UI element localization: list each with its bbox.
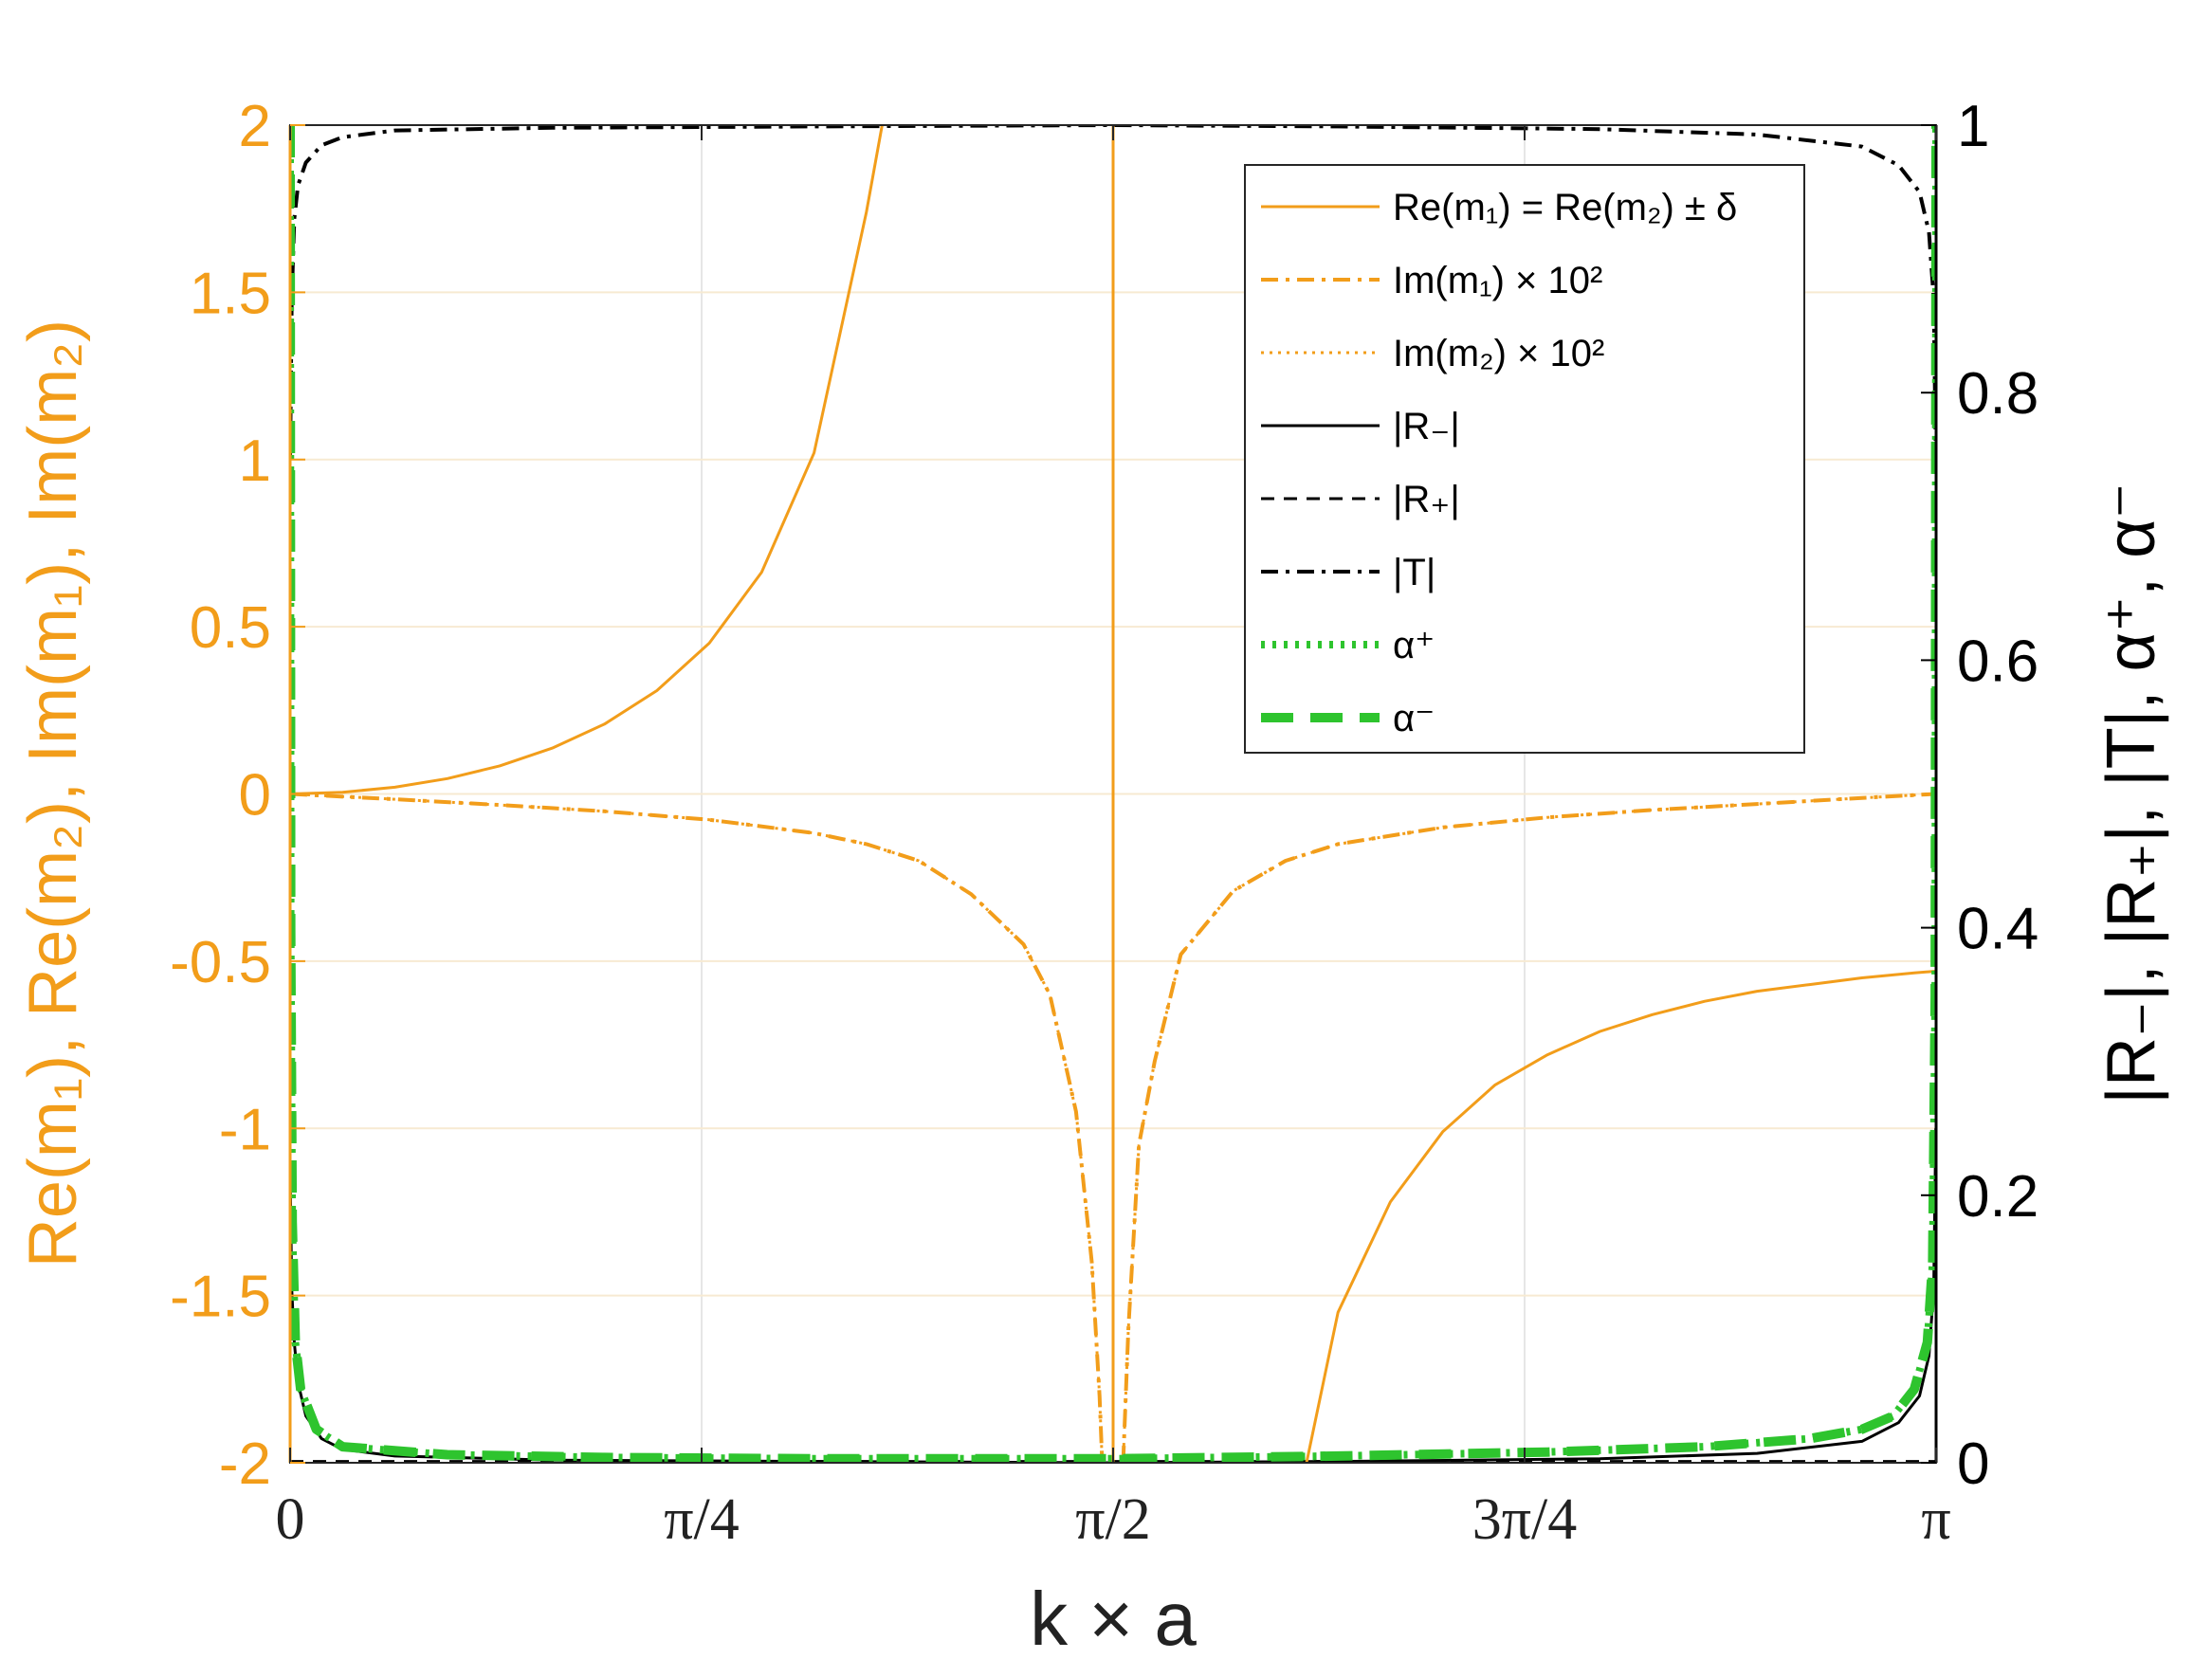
legend: Re(m₁) = Re(m₂) ± δ Im(m₁) × 10² Im(m₂) × … <box>1244 164 1805 754</box>
x-axis-label: k × a <box>1030 1577 1197 1659</box>
y-tick-label-left: -2 <box>219 1431 271 1497</box>
series-line <box>290 125 1936 1463</box>
y-tick-label-right: 0.8 <box>1957 361 2038 427</box>
legend-label: Im(m₁) × 10² <box>1393 260 1602 301</box>
y-tick-label-left: -1 <box>219 1097 271 1162</box>
legend-label: |R₋| <box>1393 406 1460 447</box>
series-line <box>1305 970 1936 1463</box>
legend-label: α⁻ <box>1393 698 1435 739</box>
y-axis-label-right: |R₋|, |R₊|, |T|, α⁺, α⁻ <box>2093 483 2169 1104</box>
y-tick-label-right: 1 <box>1957 94 1989 159</box>
series-line <box>290 125 1936 460</box>
y-tick-label-left: -1.5 <box>170 1265 271 1330</box>
y-tick-label-left: 0.5 <box>190 595 271 661</box>
y-tick-label-right: 0.6 <box>1957 629 2038 694</box>
x-tick-label: 0 <box>276 1487 305 1552</box>
y-tick-label-right: 0 <box>1957 1431 1989 1497</box>
legend-label: |R₊| <box>1393 479 1460 520</box>
legend-label: Im(m₂) × 10² <box>1393 333 1604 374</box>
series-line <box>290 125 884 795</box>
y-tick-label-right: 0.4 <box>1957 897 2038 962</box>
series-line <box>1122 793 1936 1463</box>
y-tick-label-left: 0 <box>239 763 271 829</box>
x-tick-label: π/2 <box>1075 1487 1151 1552</box>
x-tick-label: 3π/4 <box>1472 1487 1578 1552</box>
y-tick-label-left: 1.5 <box>190 261 271 326</box>
tick-labels: 0 π/4 π/2 3π/4 π -2 -1.5 -1 -0.5 0 0.5 1 1.5 2 0 0.2 0.4… <box>170 94 2038 1552</box>
x-tick-label: π/4 <box>664 1487 740 1552</box>
series-line <box>290 792 1105 1463</box>
y-tick-label-left: 1 <box>239 428 271 494</box>
y-axis-label-left: Re(m₁), Re(m₂), Im(m₁), Im(m₂) <box>15 319 91 1267</box>
series-line <box>290 793 1104 1463</box>
legend-box <box>1244 164 1805 754</box>
series-line <box>1121 792 1936 1463</box>
legend-label: α⁺ <box>1393 625 1435 666</box>
x-tick-label: π <box>1921 1487 1950 1552</box>
y-tick-label-left: 2 <box>239 94 271 159</box>
legend-label: |T| <box>1393 552 1435 593</box>
y-tick-label-left: -0.5 <box>170 930 271 995</box>
ticks <box>289 124 1937 1464</box>
y-tick-label-right: 0.2 <box>1957 1164 2038 1230</box>
legend-label: Re(m₁) = Re(m₂) ± δ <box>1393 187 1737 228</box>
